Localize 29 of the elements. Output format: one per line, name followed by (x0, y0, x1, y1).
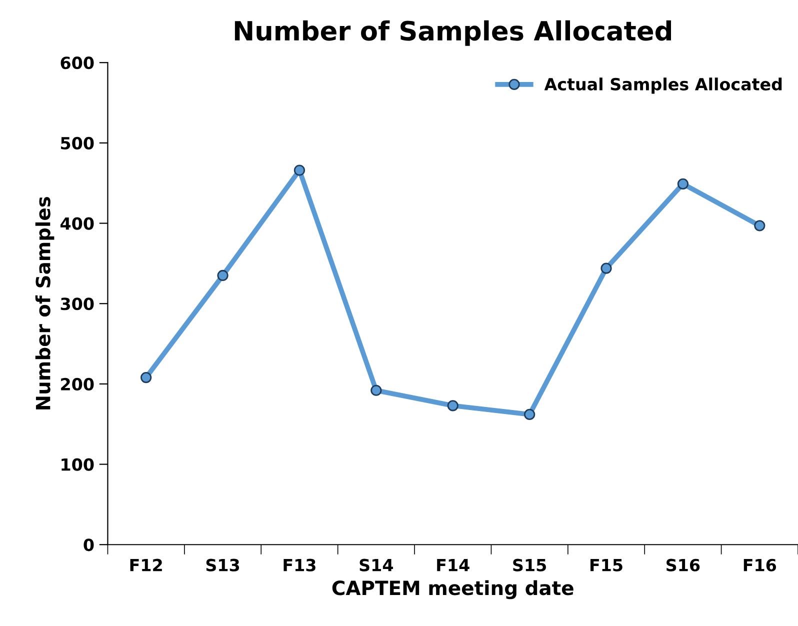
point (754, 220, 766, 232)
y-tick-label: 300 (60, 298, 94, 310)
point (677, 178, 689, 190)
point (294, 164, 306, 176)
point (217, 270, 228, 282)
x-tick-label: F13 (284, 558, 316, 572)
point (524, 408, 536, 420)
x-tick-label: F14 (437, 559, 470, 572)
x-tick-label: F16 (744, 558, 776, 572)
y-tick-label: 0 (84, 538, 94, 552)
y-axis-title: Number of Samples (35, 196, 54, 410)
y-tick-label: 600 (60, 56, 94, 70)
y-tick-label: 100 (62, 458, 94, 471)
point (447, 400, 458, 412)
x-axis-title: CAPTEM meeting date (332, 580, 574, 600)
x-tick-label: F12 (130, 558, 162, 572)
legend-label: Actual Samples Allocated (544, 78, 782, 94)
x-tick-label: F15 (590, 559, 622, 572)
x-tick-label: S15 (513, 558, 546, 572)
x-tick-label: S13 (206, 558, 240, 572)
point (370, 384, 382, 396)
y-tick-label: 400 (60, 217, 94, 230)
x-tick-label: S14 (360, 558, 393, 572)
x-tick-label: S16 (666, 558, 700, 572)
y-tick-label: 500 (61, 136, 94, 150)
point (140, 372, 152, 384)
point (600, 262, 612, 274)
chart-title: Number of Samples Allocated (234, 20, 671, 46)
y-tick-label: 200 (61, 378, 94, 391)
